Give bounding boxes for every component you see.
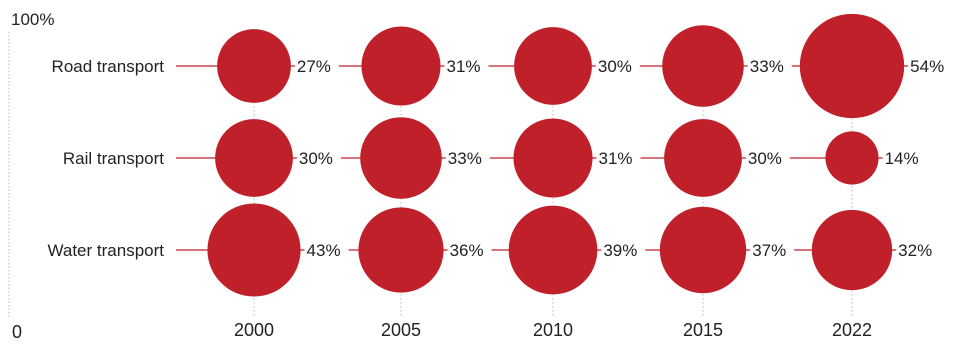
value-label-background <box>294 55 339 77</box>
data-label: 31% <box>599 149 633 168</box>
value-label-background <box>747 55 792 77</box>
value-label-background <box>296 147 341 169</box>
bubble <box>360 117 442 199</box>
row-label: Road transport <box>52 57 165 76</box>
data-label: 39% <box>603 241 637 260</box>
value-label-background <box>908 55 953 77</box>
bubbles <box>207 13 905 297</box>
data-label: 33% <box>448 149 482 168</box>
axis-layer: 100% 0 <box>8 10 54 342</box>
value-label-background <box>896 239 941 261</box>
data-label: 43% <box>307 241 341 260</box>
data-label: 33% <box>750 57 784 76</box>
bubble <box>513 118 593 198</box>
y-axis-top-label: 100% <box>11 10 54 29</box>
value-label-background <box>745 147 790 169</box>
row-label: Rail transport <box>63 149 164 168</box>
value-label-background <box>882 147 927 169</box>
bubble <box>811 209 893 291</box>
value-label-background <box>304 239 349 261</box>
value-label-background <box>447 239 492 261</box>
value-label-background <box>444 55 489 77</box>
data-label: 30% <box>748 149 782 168</box>
value-label-background <box>750 239 795 261</box>
bubble <box>215 119 293 197</box>
bubble <box>514 27 592 105</box>
bubble <box>358 207 444 293</box>
bubble <box>662 25 744 107</box>
x-tick-label: 2000 <box>234 320 274 340</box>
value-label-background <box>595 55 640 77</box>
bubble <box>508 205 598 295</box>
bubble <box>664 119 742 197</box>
labels: 2000 2005 2010 2015 2022 Road transport 27% 31%… <box>47 55 953 340</box>
data-label: 30% <box>299 149 333 168</box>
row-label: Water transport <box>47 241 164 260</box>
data-label: 30% <box>598 57 632 76</box>
data-label: 14% <box>885 149 919 168</box>
bubble <box>825 131 879 185</box>
x-tick-label: 2010 <box>533 320 573 340</box>
bubble <box>207 203 301 297</box>
data-label: 36% <box>450 241 484 260</box>
value-label-background <box>601 239 646 261</box>
value-label-background <box>445 147 490 169</box>
data-label: 27% <box>297 57 331 76</box>
y-axis-bottom-label: 0 <box>12 322 22 342</box>
value-label-background <box>596 147 641 169</box>
data-label: 54% <box>910 57 944 76</box>
bubble <box>659 206 747 294</box>
bubble <box>217 29 291 103</box>
x-tick-label: 2005 <box>381 320 421 340</box>
x-tick-label: 2022 <box>832 320 872 340</box>
data-label: 37% <box>752 241 786 260</box>
bubble <box>361 26 441 106</box>
bubble <box>799 13 905 119</box>
data-label: 32% <box>898 241 932 260</box>
x-tick-label: 2015 <box>683 320 723 340</box>
data-label: 31% <box>447 57 481 76</box>
